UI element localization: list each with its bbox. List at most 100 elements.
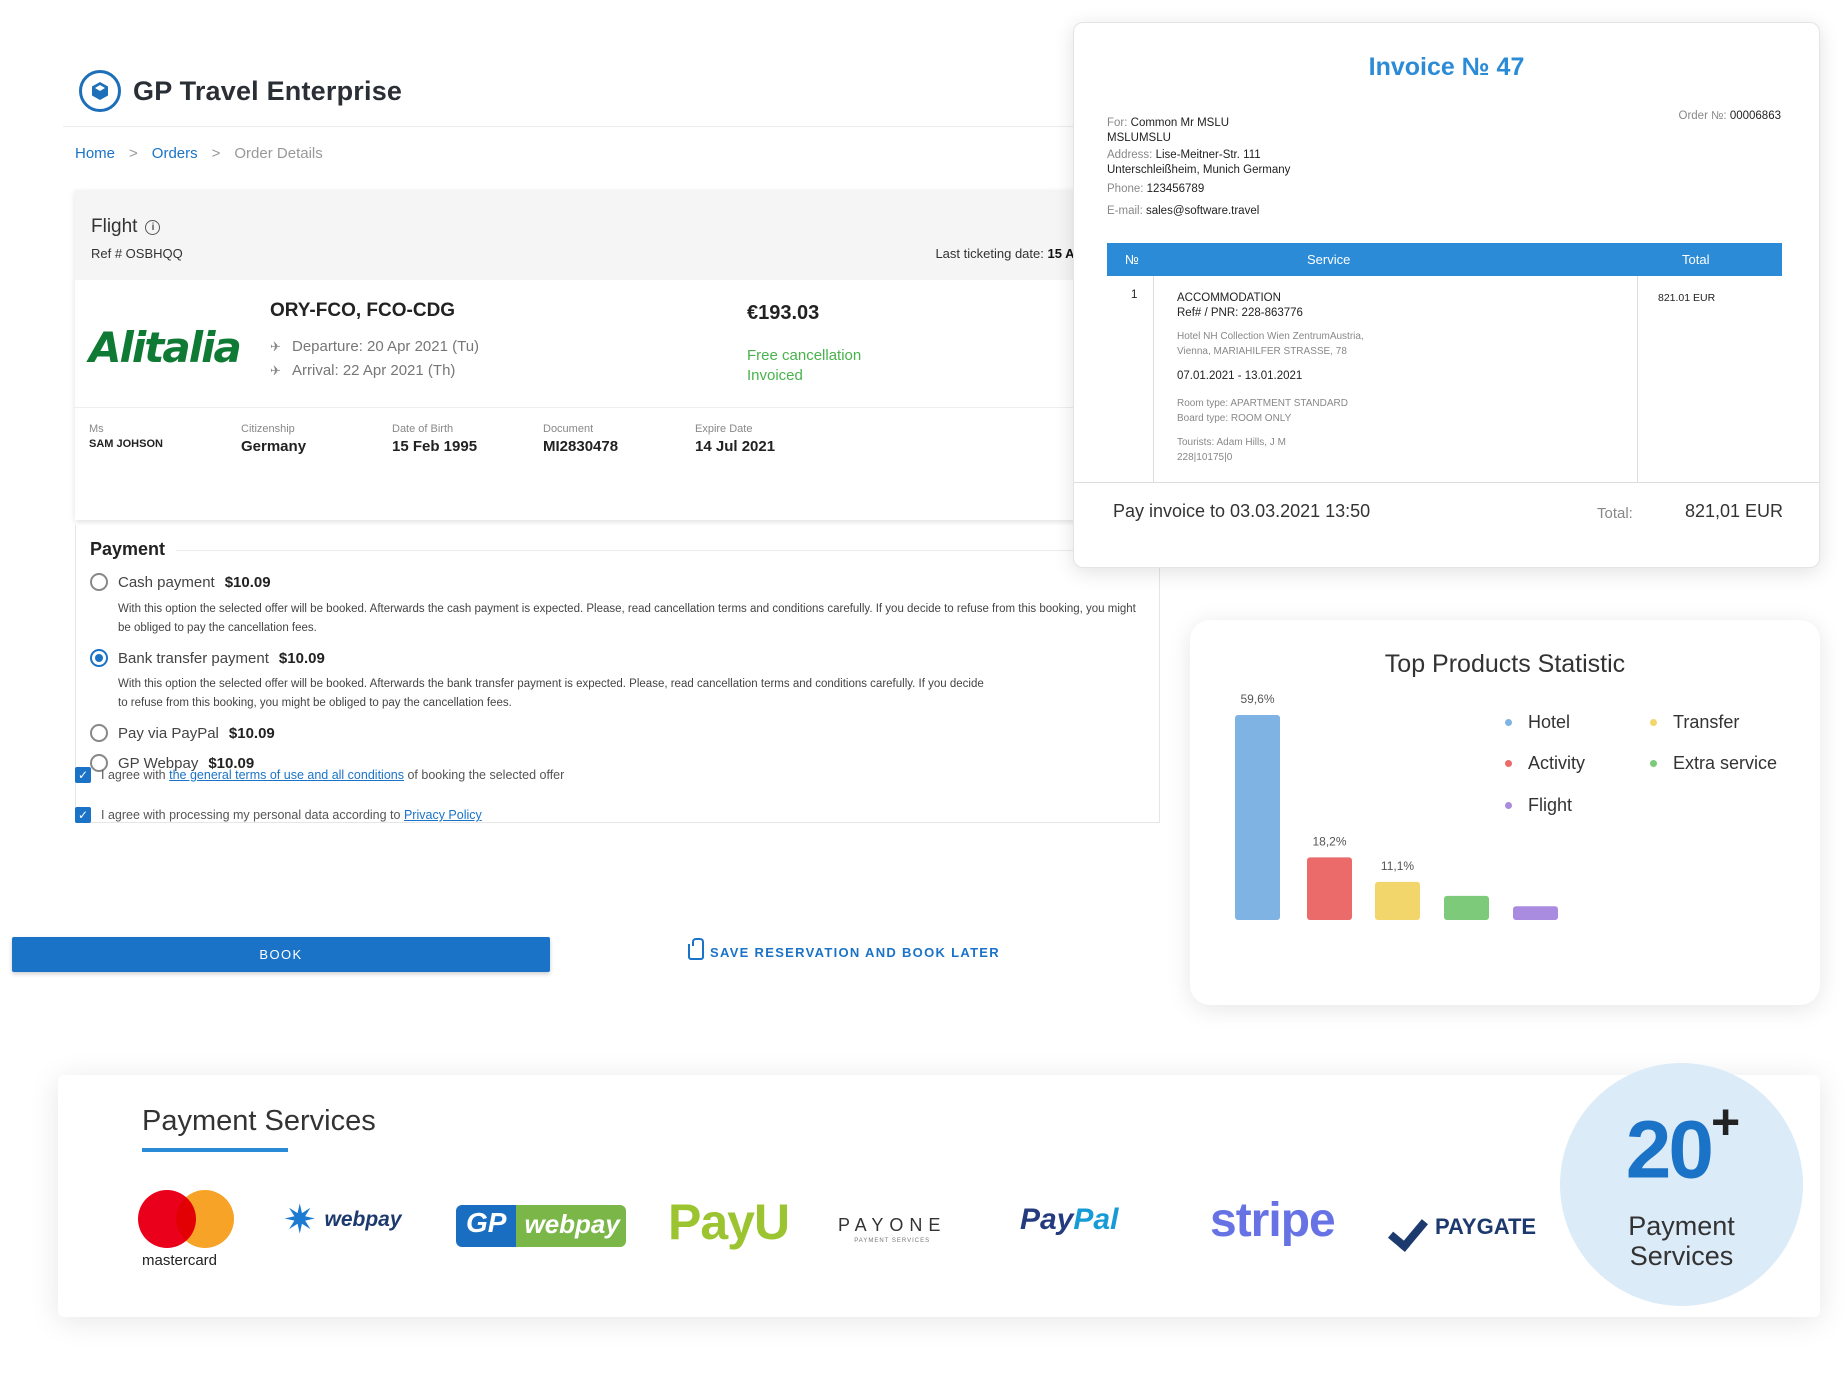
save-reservation-button[interactable]: SAVE RESERVATION AND BOOK LATER xyxy=(688,938,1000,960)
takeoff-icon: ✈ xyxy=(270,338,281,354)
address-label: Address: xyxy=(1107,149,1153,161)
payone-text: PAYONE xyxy=(838,1215,947,1235)
for-value: Common Mr MSLU xyxy=(1130,117,1230,129)
col-service: Service xyxy=(1307,252,1351,267)
payment-option-bank-transfer[interactable]: Bank transfer payment $10.09 xyxy=(90,649,325,667)
paypal-logo: PayPal xyxy=(1020,1203,1118,1237)
legend-label: Activity xyxy=(1528,753,1586,773)
flight-card: Flight i Ref # OSBHQQ Last ticketing dat… xyxy=(75,190,1120,520)
col-total: Total xyxy=(1682,252,1710,267)
radio-bank-transfer[interactable] xyxy=(90,649,108,667)
passenger-expire: Expire Date 14 Jul 2021 xyxy=(695,423,775,455)
invoice-card: Invoice № 47 For: Common Mr MSLU MSLUMSL… xyxy=(1073,22,1820,568)
departure-text: Departure: 20 Apr 2021 (Tu) xyxy=(292,338,480,355)
payment-services-badge: 20+ Payment Services xyxy=(1560,1063,1803,1306)
option-description: With this option the selected offer will… xyxy=(118,603,1136,634)
phone-label: Phone: xyxy=(1107,183,1144,195)
passenger-dob: Date of Birth 15 Feb 1995 xyxy=(392,423,477,455)
option-label: Bank transfer payment xyxy=(118,649,269,667)
legend-dot-icon xyxy=(1505,760,1512,767)
option-amount: $10.09 xyxy=(228,724,275,742)
legend-label: Hotel xyxy=(1528,712,1571,732)
passenger-name: Ms SAM JOHSON xyxy=(89,423,163,450)
payment-option-gp-webpay[interactable]: GP Webpay $10.09 xyxy=(90,754,254,772)
paygate-text: PAYGATE xyxy=(1435,1214,1537,1239)
bar-hotel xyxy=(1235,715,1280,920)
privacy-link[interactable]: Privacy Policy xyxy=(403,808,482,822)
invoice-total-value: 821,01 EUR xyxy=(1684,501,1783,521)
agree-terms: ✓ I agree with the general terms of use … xyxy=(75,767,564,783)
breadcrumb-orders[interactable]: Orders xyxy=(151,145,198,162)
row-total: 821.01 EUR xyxy=(1658,292,1716,304)
option-amount: $10.09 xyxy=(224,573,271,591)
payment-services: Payment Services mastercard ✷ webpay GP … xyxy=(58,1075,1820,1317)
payone-logo: PAYONE PAYMENT SERVICES xyxy=(838,1215,946,1244)
chart-title: Top Products Statistic xyxy=(1384,650,1626,678)
gp-webpay-logo: GP webpay xyxy=(456,1205,626,1247)
cancellation-status: Free cancellation xyxy=(747,347,862,364)
paypal-text-a: Pay xyxy=(1020,1203,1074,1236)
invoice-email: E-mail: sales@software.travel xyxy=(1107,204,1259,219)
radio-cash[interactable] xyxy=(90,573,108,591)
breadcrumb-home[interactable]: Home xyxy=(75,145,116,162)
info-icon[interactable]: i xyxy=(145,219,161,235)
badge-count: 20+ xyxy=(1560,1094,1803,1197)
header-divider xyxy=(63,126,1108,127)
invoice-address: Address: Lise-Meitner-Str. 111 Unterschl… xyxy=(1107,148,1290,178)
payone-subtext: PAYMENT SERVICES xyxy=(854,1238,931,1244)
radio-gp-webpay[interactable] xyxy=(90,754,108,772)
breadcrumb: Home > Orders > Order Details xyxy=(75,145,323,162)
brand[interactable]: GP Travel Enterprise xyxy=(79,70,402,112)
badge-plus: + xyxy=(1711,1094,1740,1150)
pay-invoice-deadline: Pay invoice to 03.03.2021 13:50 xyxy=(1113,501,1371,521)
flight-route: ORY-FCO, FCO-CDG xyxy=(270,300,456,321)
invoice-table-header: № Service Total xyxy=(1107,243,1782,276)
landing-icon: ✈ xyxy=(270,362,281,378)
email-label: E-mail: xyxy=(1107,205,1143,217)
gp-webpay-text: webpay xyxy=(516,1205,626,1247)
address-line-1: Lise-Meitner-Str. 111 xyxy=(1155,149,1261,161)
bar-value-label: 11,1% xyxy=(1381,859,1414,873)
radio-paypal[interactable] xyxy=(90,724,108,742)
gp-text: GP xyxy=(456,1205,517,1247)
bar-flight xyxy=(1513,906,1558,920)
passenger-divider xyxy=(75,407,1120,408)
row-dates: 07.01.2021 - 13.01.2021 xyxy=(1177,370,1303,382)
agree-privacy-pre: I agree with processing my personal data… xyxy=(101,808,401,822)
book-button[interactable]: BOOK xyxy=(12,937,550,972)
star-icon: ✷ xyxy=(283,1198,317,1242)
chart-canvas: 59,6% 18,2% 11,1% xyxy=(1235,692,1558,920)
flight-title: Flight i xyxy=(91,216,161,238)
departure: ✈ Departure: 20 Apr 2021 (Tu) xyxy=(270,338,479,355)
order-label: Order №: xyxy=(1678,110,1727,122)
legend-label: Transfer xyxy=(1673,712,1740,732)
privacy-checkbox[interactable]: ✓ xyxy=(75,807,91,823)
invoice-status: Invoiced xyxy=(747,367,803,384)
table-divider xyxy=(1153,276,1154,482)
payu-logo: PayU xyxy=(668,1194,790,1250)
payment-option-paypal[interactable]: Pay via PayPal $10.09 xyxy=(90,724,275,742)
dob-value: 15 Feb 1995 xyxy=(392,438,478,455)
legend-label: Extra service xyxy=(1673,753,1778,773)
document-value: MI2830478 xyxy=(543,438,619,455)
citizenship-value: Germany xyxy=(241,438,307,455)
terms-checkbox[interactable]: ✓ xyxy=(75,767,91,783)
payment-option-cash[interactable]: Cash payment $10.09 xyxy=(90,573,271,591)
option-label: Cash payment xyxy=(118,573,215,591)
basket-icon xyxy=(688,938,704,960)
invoice-phone: Phone: 123456789 xyxy=(1107,182,1204,197)
mastercard-text: mastercard xyxy=(142,1252,218,1269)
paygate-check-icon xyxy=(1393,1207,1427,1247)
legend-dot-icon xyxy=(1650,719,1657,726)
bar-activity xyxy=(1307,857,1352,920)
agree-terms-post: of booking the selected offer xyxy=(407,768,565,782)
agree-privacy: ✓ I agree with processing my personal da… xyxy=(75,807,482,823)
expire-value: 14 Jul 2021 xyxy=(695,438,776,455)
legend-item-transfer: Transfer xyxy=(1650,712,1739,733)
row-hotel-1: Hotel NH Collection Wien ZentrumAustria, xyxy=(1177,331,1364,342)
title-underline xyxy=(142,1148,288,1152)
badge-label: Payment Services xyxy=(1560,1211,1803,1271)
terms-link[interactable]: the general terms of use and all conditi… xyxy=(169,768,404,782)
badge-number: 20 xyxy=(1625,1104,1714,1196)
badge-label-2: Services xyxy=(1629,1241,1734,1271)
